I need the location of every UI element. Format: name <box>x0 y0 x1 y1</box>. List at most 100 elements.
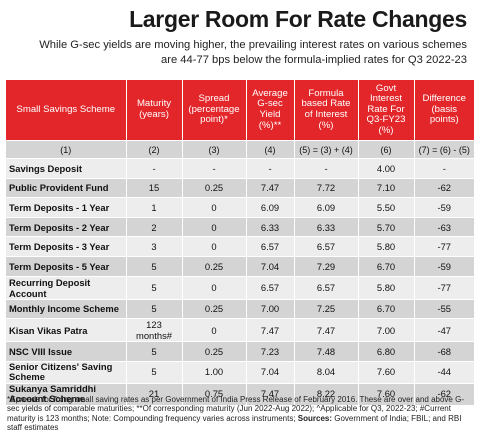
table-cell: - <box>181 158 246 179</box>
table-cell: 0.25 <box>181 298 246 319</box>
header-cell: Difference (basis points) <box>413 80 474 141</box>
table-cell: -44 <box>413 360 474 384</box>
scheme-name-cell: Term Deposits - 2 Year <box>6 216 126 237</box>
table-row: Recurring Deposit Account 5 0 6.57 6.57 5.80-… <box>6 275 474 300</box>
table-cell: 0 <box>181 275 246 300</box>
table-cell: 6.33 <box>245 216 294 237</box>
table-cell: 5.50 <box>357 197 414 218</box>
table-cell: 5 <box>125 298 182 319</box>
table-cell: 7.25 <box>293 298 358 319</box>
table-cell: - <box>245 158 294 179</box>
table-cell: -59 <box>413 197 474 218</box>
footnote: *Spreads for fixing small saving rates a… <box>7 395 475 432</box>
table-cell: -55 <box>413 298 474 319</box>
table-cell: 8.22 <box>293 382 358 405</box>
scheme-name-cell: Term Deposits - 5 Year <box>6 255 126 277</box>
scheme-name-cell: Senior Citizens' Saving Scheme <box>6 360 126 384</box>
table-cell: 0 <box>181 197 246 218</box>
table-cell: 7.00 <box>245 298 294 319</box>
table-cell: 8.04 <box>293 360 358 384</box>
column-number: (4) <box>245 140 294 159</box>
table-cell: 7.47 <box>245 318 294 342</box>
header-cell: Average G-sec Yield (%)** <box>245 80 294 141</box>
scheme-name-cell: Recurring Deposit Account <box>6 275 126 300</box>
header-cell: Govt Interest Rate For Q3-FY23 (%) <box>357 80 414 141</box>
table-cell: 6.09 <box>293 197 358 218</box>
table-cell: 6.33 <box>293 216 358 237</box>
column-number: (1) <box>6 140 126 159</box>
table-row: Senior Citizens' Saving Scheme 5 1.00 7.04 8… <box>6 360 474 384</box>
table-cell: 0 <box>181 216 246 237</box>
scheme-name-cell: Term Deposits - 1 Year <box>6 197 126 218</box>
scheme-name-cell: NSC VIII Issue <box>6 341 126 362</box>
column-number: (6) <box>357 140 414 159</box>
table-cell: 0 <box>181 318 246 342</box>
table-cell: 5 <box>125 255 182 277</box>
table-cell: 21 <box>125 382 182 405</box>
footnote-text: *Spreads for fixing small saving rates a… <box>7 395 464 423</box>
table-cell: 6.70 <box>357 255 414 277</box>
table-cell: 6.80 <box>357 341 414 362</box>
table-cell: 7.60 <box>357 382 414 405</box>
table-cell: 123 months# <box>125 318 182 342</box>
table-cell: 2 <box>125 216 182 237</box>
table-cell: 15 <box>125 177 182 198</box>
table-cell: -63 <box>413 216 474 237</box>
header-cell: Small Savings Scheme <box>6 80 126 141</box>
column-number-row: (1) (2) (3) (4) (5) = (3) + (4) (6) (7) … <box>6 140 474 159</box>
table-cell: 7.47 <box>293 318 358 342</box>
table-cell: - <box>125 158 182 179</box>
header-cell: Formula based Rate of Interest (%) <box>293 80 358 141</box>
table-cell: 7.47 <box>245 177 294 198</box>
scheme-name-cell: Savings Deposit <box>6 158 126 179</box>
table-row: Term Deposits - 3 Year 3 0 6.57 6.57 5.80 -77 <box>6 236 474 257</box>
table-cell: 7.04 <box>245 255 294 277</box>
table-cell: 7.47 <box>245 382 294 405</box>
table-cell: 1.00 <box>181 360 246 384</box>
table-row: Term Deposits - 5 Year 5 0.25 7.04 7.29 6.70-… <box>6 255 474 277</box>
scheme-name-cell: Monthly Income Scheme <box>6 298 126 319</box>
table-cell: -62 <box>413 382 474 405</box>
table-row: Public Provident Fund 15 0.25 7.47 7.72 7.10-… <box>6 177 474 198</box>
table-cell: 6.57 <box>293 275 358 300</box>
table-cell: - <box>293 158 358 179</box>
table-cell: -77 <box>413 275 474 300</box>
table-row: Kisan Vikas Patra 123 months# 0 7.47 7.47 7.0… <box>6 318 474 342</box>
table-cell: 7.23 <box>245 341 294 362</box>
table-cell: 1 <box>125 197 182 218</box>
header-cell: Spread (percentage point)* <box>181 80 246 141</box>
table-row: Sukanya Samriddhi Account Scheme 21 0.75 7.… <box>6 382 474 405</box>
table-cell: 7.29 <box>293 255 358 277</box>
table-row: Savings Deposit - - - -4.00- <box>6 158 474 179</box>
table-cell: 5 <box>125 341 182 362</box>
page-subtitle: While G-sec yields are moving higher, th… <box>39 39 467 66</box>
table-row: Term Deposits - 1 Year 1 0 6.09 6.09 5.50 -59 <box>6 197 474 218</box>
table-cell: -47 <box>413 318 474 342</box>
table-cell: 7.04 <box>245 360 294 384</box>
rates-table: Small Savings Scheme Maturity (years) Sp… <box>6 80 474 405</box>
table-cell: -59 <box>413 255 474 277</box>
column-number: (2) <box>125 140 182 159</box>
footnote-sources-label: Sources: <box>297 413 333 423</box>
table-header-row: Small Savings Scheme Maturity (years) Sp… <box>6 80 474 141</box>
table-cell: 5 <box>125 275 182 300</box>
table-cell: 5 <box>125 360 182 384</box>
column-number: (5) = (3) + (4) <box>293 140 358 159</box>
table-cell: 0.25 <box>181 255 246 277</box>
table-cell: 6.57 <box>293 236 358 257</box>
scheme-name-cell: Public Provident Fund <box>6 177 126 198</box>
table-cell: 6.09 <box>245 197 294 218</box>
table-cell: 7.72 <box>293 177 358 198</box>
table-cell: 0.75 <box>181 382 246 405</box>
scheme-name-cell: Term Deposits - 3 Year <box>6 236 126 257</box>
table-cell: - <box>413 158 474 179</box>
table-row: Monthly Income Scheme 5 0.25 7.00 7.25 6.70 -5… <box>6 298 474 319</box>
table-cell: 6.57 <box>245 275 294 300</box>
table-cell: 7.60 <box>357 360 414 384</box>
table-cell: 0.25 <box>181 341 246 362</box>
table-cell: 7.00 <box>357 318 414 342</box>
table-cell: 5.80 <box>357 236 414 257</box>
table-row: Term Deposits - 2 Year 2 0 6.33 6.33 5.70 -63 <box>6 216 474 237</box>
table-cell: 0.25 <box>181 177 246 198</box>
table-cell: -68 <box>413 341 474 362</box>
